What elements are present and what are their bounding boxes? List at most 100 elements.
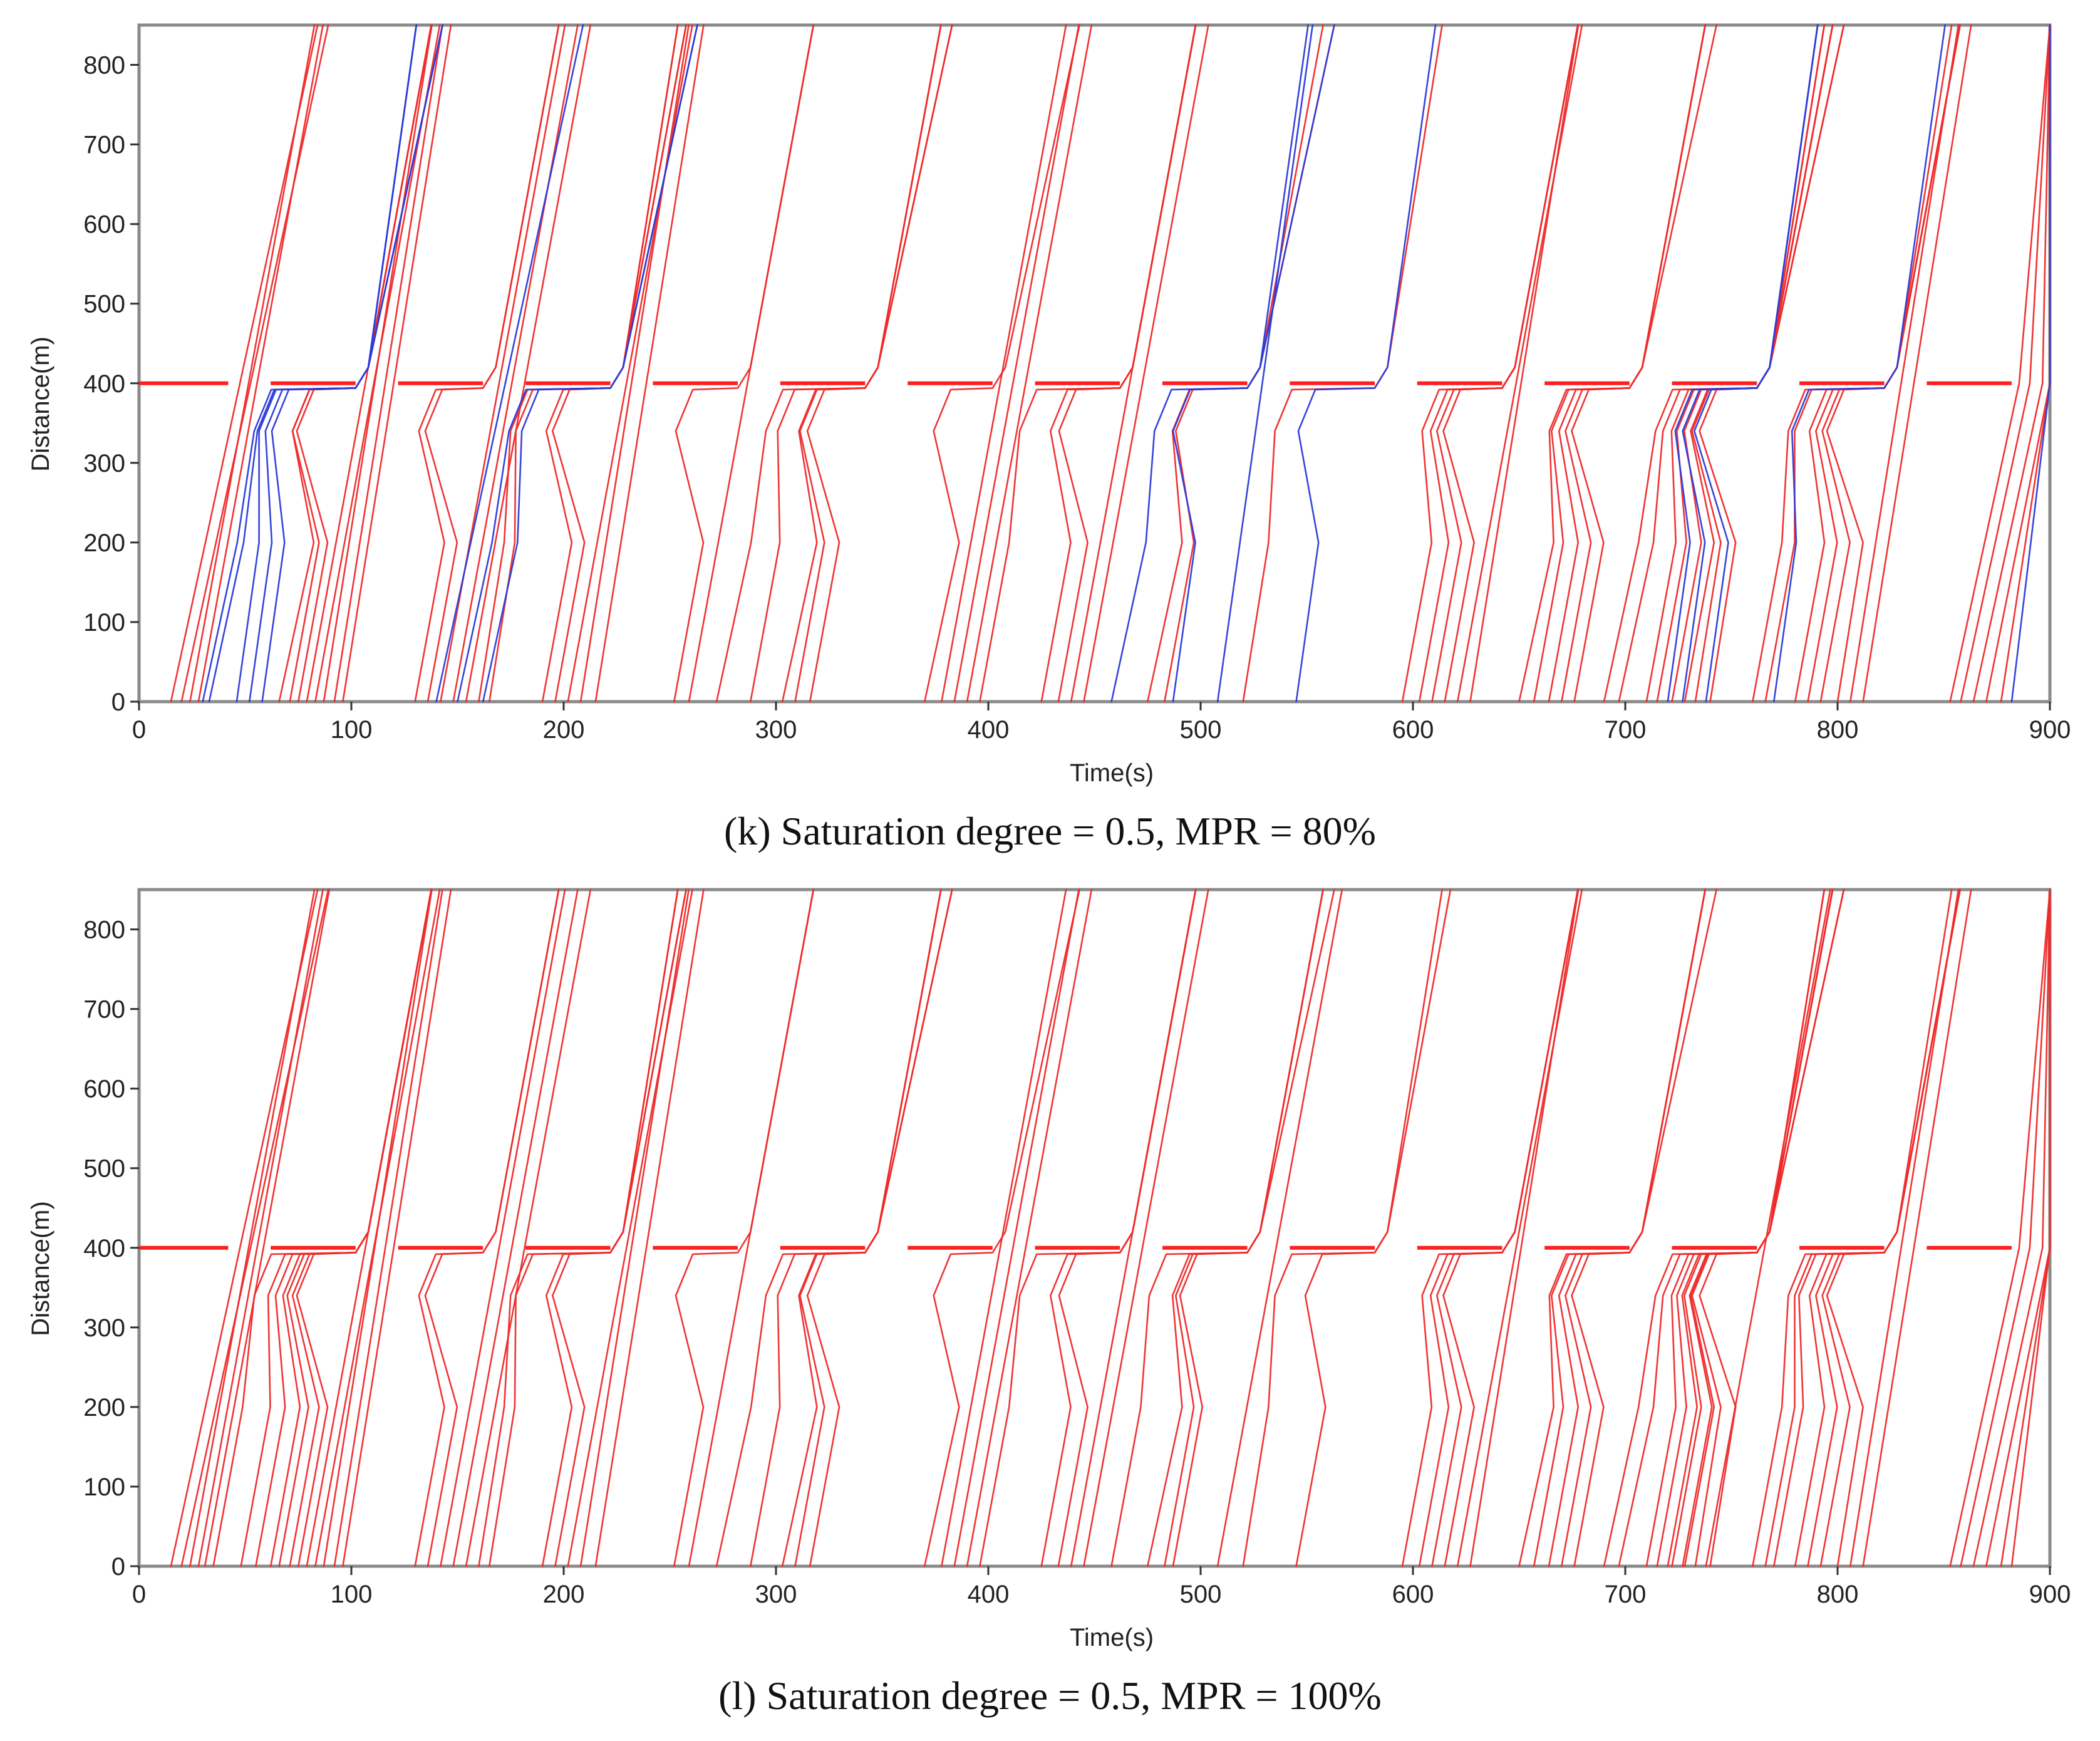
cav-trajectory — [1773, 24, 1946, 703]
vehicle-trajectory — [1442, 888, 1579, 1567]
vehicle-trajectory — [333, 24, 443, 703]
y-tick-label: 200 — [83, 1394, 125, 1421]
x-tick-label: 500 — [1180, 1581, 1222, 1608]
chart-panel-l: 0 100 200 300 400 500 600 700 800 0 100 200 300 400 5… — [27, 888, 2071, 1651]
vehicle-trajectory — [1949, 888, 2051, 1567]
y-tick-label: 0 — [111, 1553, 125, 1581]
vehicle-trajectory — [594, 888, 705, 1567]
x-tick-label: 200 — [543, 1581, 585, 1608]
vehicle-trajectory — [594, 24, 705, 703]
x-tick-label: 400 — [968, 716, 1010, 744]
y-tick-label: 200 — [83, 529, 125, 557]
y-axis-ticks: 0 100 200 300 400 500 600 700 800 — [83, 52, 139, 716]
vehicle-trajectory — [1469, 888, 1580, 1567]
y-tick-label: 800 — [83, 52, 125, 80]
y-tick-label: 700 — [83, 996, 125, 1024]
vehicle-trajectory — [579, 24, 690, 703]
vehicle-trajectory — [452, 24, 579, 703]
x-tick-label: 500 — [1180, 716, 1222, 744]
vehicle-trajectory — [953, 24, 1080, 703]
vehicle-trajectory — [688, 24, 814, 703]
x-tick-label: 200 — [543, 716, 585, 744]
y-tick-label: 300 — [83, 450, 125, 477]
cav-trajectory — [1295, 24, 1437, 703]
vehicle-trajectory — [1949, 24, 2051, 703]
vehicle-trajectory — [1571, 888, 1706, 1567]
plot-border — [137, 23, 2052, 704]
y-tick-label: 100 — [83, 1473, 125, 1501]
y-tick-label: 600 — [83, 211, 125, 239]
x-tick-label: 600 — [1392, 1581, 1434, 1608]
cav-trajectory — [2010, 24, 2051, 703]
x-axis-title: Time(s) — [1070, 759, 1154, 787]
y-tick-label: 0 — [111, 689, 125, 716]
vehicle-trajectory — [424, 888, 560, 1567]
vehicle-trajectory — [204, 888, 331, 1567]
vehicle-trajectory — [941, 888, 1067, 1567]
vehicle-trajectory — [189, 24, 316, 703]
vehicle-trajectories — [170, 888, 2051, 1567]
vehicle-trajectory — [333, 888, 443, 1567]
vehicle-trajectory — [1862, 24, 1972, 703]
cav-trajectory — [1694, 24, 1819, 703]
x-tick-label: 300 — [755, 1581, 797, 1608]
vehicle-trajectory — [342, 24, 452, 703]
caption-l: (l) Saturation degree = 0.5, MPR = 100% — [718, 1673, 1382, 1718]
vehicle-trajectory — [1699, 888, 1826, 1567]
vehicle-trajectory — [452, 888, 579, 1567]
x-tick-label: 300 — [755, 716, 797, 744]
vehicle-trajectory — [1571, 24, 1706, 703]
vehicle-trajectory — [465, 888, 592, 1567]
vehicle-trajectory — [1216, 888, 1343, 1567]
vehicle-trajectory — [2010, 888, 2051, 1567]
x-tick-label: 100 — [331, 716, 373, 744]
vehicle-trajectory — [924, 888, 1080, 1567]
plot-frame — [137, 23, 2052, 704]
vehicle-trajectory — [1070, 888, 1197, 1567]
vehicle-trajectory — [1705, 888, 1831, 1567]
vehicle-trajectory — [688, 888, 814, 1567]
x-tick-label: 700 — [1605, 1581, 1647, 1608]
vehicle-trajectory — [924, 24, 1080, 703]
x-tick-label: 0 — [132, 1581, 146, 1608]
vehicle-trajectory — [342, 888, 452, 1567]
vehicle-trajectory — [440, 888, 566, 1567]
x-tick-label: 700 — [1605, 716, 1647, 744]
vehicle-trajectory — [941, 24, 1067, 703]
vehicle-trajectory — [1849, 888, 1960, 1567]
vehicle-trajectory — [1862, 888, 1972, 1567]
cav-trajectory — [261, 24, 418, 703]
vehicle-trajectory — [1442, 24, 1579, 703]
vehicle-trajectory — [1972, 888, 2051, 1567]
y-tick-label: 100 — [83, 609, 125, 637]
y-axis-title: Distance(m) — [27, 1201, 54, 1336]
plot-frame — [137, 888, 2052, 1568]
vehicle-trajectory — [953, 888, 1080, 1567]
y-tick-label: 800 — [83, 917, 125, 944]
y-axis-ticks: 0 100 200 300 400 500 600 700 800 — [83, 917, 139, 1581]
x-tick-label: 900 — [2029, 1581, 2071, 1608]
vehicle-trajectory — [806, 888, 942, 1567]
vehicle-trajectory — [323, 24, 433, 703]
cav-trajectory — [435, 24, 584, 703]
x-tick-label: 100 — [331, 1581, 373, 1608]
caption-k: (k) Saturation degree = 0.5, MPR = 80% — [724, 809, 1376, 853]
vehicle-trajectory — [552, 888, 687, 1567]
vehicle-trajectory — [806, 24, 942, 703]
vehicle-trajectory — [1083, 888, 1209, 1567]
vehicle-trajectory — [1070, 24, 1197, 703]
x-tick-label: 800 — [1817, 716, 1859, 744]
vehicle-trajectory — [966, 888, 1093, 1567]
x-axis-ticks: 0 100 200 300 400 500 600 700 800 900 — [132, 702, 2071, 744]
vehicle-trajectory — [180, 24, 329, 703]
x-axis-ticks: 0 100 200 300 400 500 600 700 800 900 — [132, 1566, 2071, 1608]
vehicle-trajectory — [1960, 888, 2051, 1567]
vehicle-trajectory — [1849, 24, 1960, 703]
vehicle-trajectory — [189, 888, 316, 1567]
x-tick-label: 600 — [1392, 716, 1434, 744]
y-tick-label: 300 — [83, 1314, 125, 1342]
vehicle-trajectory — [1469, 24, 1580, 703]
y-tick-label: 500 — [83, 1155, 125, 1183]
vehicle-trajectory — [306, 24, 432, 703]
vehicle-trajectory — [1172, 888, 1324, 1567]
